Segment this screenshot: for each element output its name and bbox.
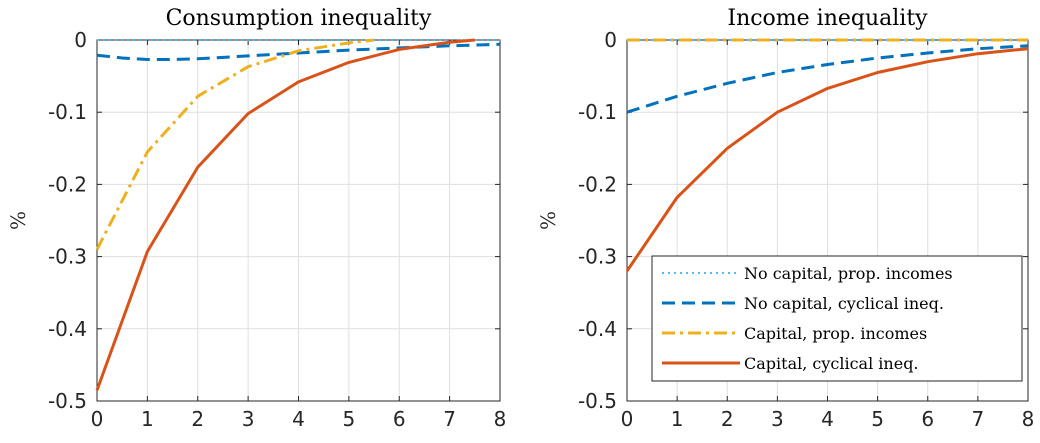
series-line-capital-cyclical-ineq xyxy=(95,38,475,391)
x-tick-label: 4 xyxy=(292,407,305,431)
chart-title: Consumption inequality xyxy=(166,6,432,31)
y-tick-label: -0.2 xyxy=(48,172,87,196)
legend-entry-label: No capital, cyclical ineq. xyxy=(744,294,944,313)
y-tick-label: -0.4 xyxy=(578,317,617,341)
chart-legend: No capital, prop. incomes No capital, cyc… xyxy=(651,255,1023,382)
y-tick-label: -0.5 xyxy=(578,389,617,413)
chart-title: Income inequality xyxy=(727,6,928,31)
legend-entry-label: Capital, cyclical ineq. xyxy=(744,354,919,373)
legend-box xyxy=(651,255,1023,382)
series-line-no-capital-cyclical-ineq xyxy=(626,44,1029,114)
x-tick-label: 2 xyxy=(721,407,734,431)
y-tick-label: -0.5 xyxy=(48,389,87,413)
x-tick-label: 3 xyxy=(771,407,784,431)
x-tick-label: 3 xyxy=(242,407,255,431)
x-tick-label: 5 xyxy=(343,407,356,431)
y-tick-label: 0 xyxy=(74,28,87,52)
x-tick-label: 6 xyxy=(921,407,934,431)
y-tick-label: -0.3 xyxy=(578,245,617,269)
y-tick-label: -0.1 xyxy=(48,100,87,124)
x-tick-label: 1 xyxy=(671,407,684,431)
series-line-no-capital-cyclical-ineq xyxy=(96,42,501,61)
chart-panel-1: 0 1 2 3 4 5 6 7 8 0 -0.1 -0.2 -0.3 -0.4 -0.5 Income ine… xyxy=(536,6,1034,431)
x-tick-label: 5 xyxy=(871,407,884,431)
y-axis-label: % xyxy=(536,211,560,230)
y-tick-label: -0.1 xyxy=(578,100,617,124)
x-tick-label: 2 xyxy=(191,407,204,431)
y-tick-label: -0.3 xyxy=(48,245,87,269)
x-tick-label: 6 xyxy=(393,407,406,431)
series-line-capital-prop-incomes xyxy=(95,38,375,251)
x-tick-label: 0 xyxy=(91,407,104,431)
y-tick-label: -0.2 xyxy=(578,172,617,196)
x-tick-label: 7 xyxy=(443,407,456,431)
chart-panel-0: 0 1 2 3 4 5 6 7 8 0 -0.1 -0.2 -0.3 -0.4 -0.5 Consumptio… xyxy=(6,6,506,431)
legend-entry-label: Capital, prop. incomes xyxy=(744,324,927,343)
x-tick-label: 8 xyxy=(1022,407,1035,431)
x-tick-label: 7 xyxy=(972,407,985,431)
y-tick-label: 0 xyxy=(604,28,617,52)
y-tick-label: -0.4 xyxy=(48,317,87,341)
x-tick-label: 0 xyxy=(621,407,634,431)
x-tick-label: 1 xyxy=(141,407,154,431)
x-tick-label: 4 xyxy=(821,407,834,431)
y-axis-label: % xyxy=(6,211,30,230)
x-tick-label: 8 xyxy=(494,407,507,431)
series-line-capital-cyclical-ineq xyxy=(625,47,1029,272)
legend-entry-label: No capital, prop. incomes xyxy=(744,264,953,283)
